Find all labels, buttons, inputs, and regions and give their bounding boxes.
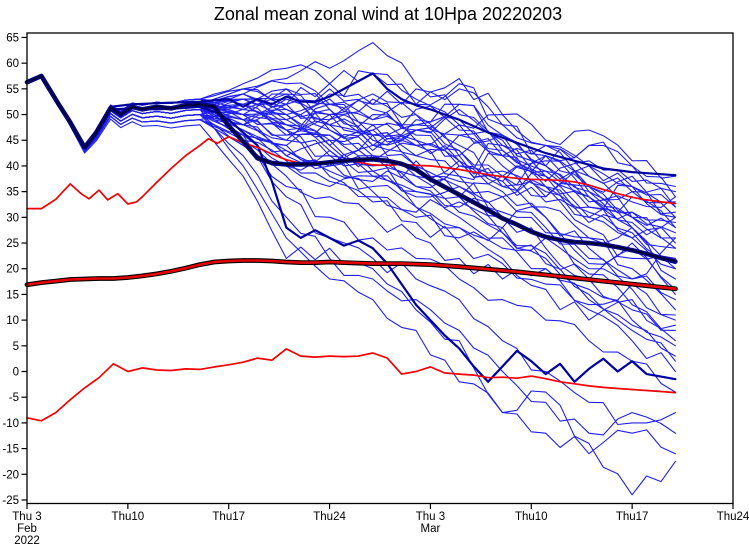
y-tick-label: 40 [6, 161, 19, 173]
x-tick-label: Thu10 [515, 511, 548, 523]
y-tick-label: 65 [6, 32, 19, 44]
ensemble-member-line [26, 75, 676, 393]
y-tick-label: 20 [6, 264, 19, 276]
y-tick-label: 5 [13, 341, 19, 353]
chart-title: Zonal mean zonal wind at 10Hpa 20220203 [214, 4, 562, 24]
ensemble-member-line [26, 75, 676, 373]
y-tick-label: -15 [2, 444, 19, 456]
x-tick-label: Thu24 [717, 511, 749, 523]
x-tick-label: Thu 3 [12, 511, 41, 523]
y-tick-label: 25 [6, 238, 19, 250]
ensemble-member-line [26, 75, 676, 224]
climatology-mean-edge-line [24, 258, 678, 292]
ensemble-mean-core-line [26, 75, 677, 263]
ensemble-member-line [26, 75, 676, 218]
y-tick-label: 50 [6, 110, 19, 122]
climatology-lower-line [26, 348, 677, 422]
series-layer [24, 42, 678, 496]
y-tick-label: 0 [13, 367, 19, 379]
y-tick-label: -5 [9, 392, 19, 404]
control-forecast-high-line [25, 72, 677, 177]
control-forecast-low-line [25, 74, 677, 383]
ensemble-member-line [26, 75, 676, 316]
y-tick-label: 60 [6, 58, 19, 70]
ensemble-mean-line [24, 73, 678, 264]
y-tick-label: 55 [6, 84, 19, 96]
y-tick-label: 45 [6, 135, 19, 147]
x-tick-label: Thu17 [212, 511, 245, 523]
x-tick-label: Thu 3 [416, 511, 445, 523]
ensemble-member-line [26, 75, 676, 426]
y-tick-label: 30 [6, 212, 19, 224]
climatology-mean-line [25, 259, 677, 291]
axis-layer: 65605550454035302520151050-5-10-15-20-25… [2, 32, 749, 547]
x-tick-sublabel: Feb [17, 523, 37, 535]
y-tick-label: 35 [6, 187, 19, 199]
x-tick-sublabel: Mar [421, 523, 441, 535]
ensemble-member-line [26, 75, 676, 198]
x-tick-label: Thu24 [313, 511, 346, 523]
y-tick-label: -10 [2, 418, 19, 430]
x-tick-label: Thu10 [112, 511, 145, 523]
y-tick-label: -25 [2, 495, 19, 507]
y-tick-label: 15 [6, 289, 19, 301]
x-tick-sublabel: 2022 [14, 535, 40, 547]
y-tick-label: -20 [2, 469, 19, 481]
x-tick-label: Thu17 [616, 511, 649, 523]
y-tick-label: 10 [6, 315, 19, 327]
